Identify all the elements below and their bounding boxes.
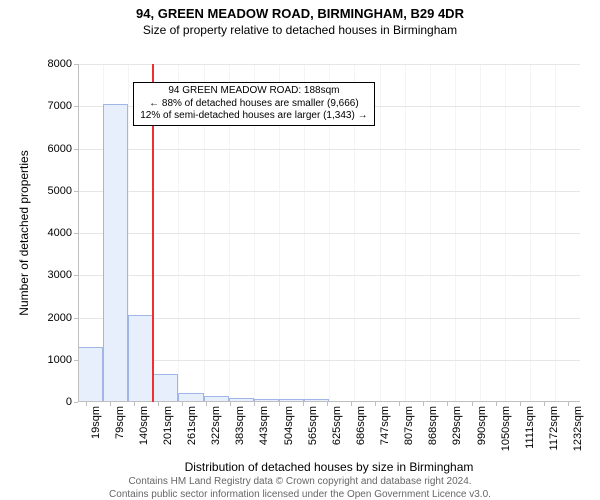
annotation-line: ← 88% of detached houses are smaller (9,… <box>140 98 367 111</box>
x-tick-label: 261sqm <box>186 406 198 445</box>
x-tick-label: 1050sqm <box>500 406 512 451</box>
x-tick-label: 747sqm <box>379 406 391 445</box>
histogram-bar <box>103 104 128 402</box>
annotation-box: 94 GREEN MEADOW ROAD: 188sqm← 88% of det… <box>133 82 374 126</box>
annotation-line: 94 GREEN MEADOW ROAD: 188sqm <box>140 85 367 98</box>
x-tick-label: 79sqm <box>114 406 126 439</box>
x-tick <box>520 402 521 406</box>
y-tick-label: 3000 <box>48 269 78 281</box>
x-tick-label: 322sqm <box>210 406 222 445</box>
x-tick <box>544 402 545 406</box>
x-tick-label: 1232sqm <box>572 406 584 451</box>
x-tick <box>158 402 159 406</box>
y-tick-label: 6000 <box>48 143 78 155</box>
y-tick-label: 4000 <box>48 227 78 239</box>
x-tick <box>303 402 304 406</box>
x-tick <box>472 402 473 406</box>
x-tick-label: 565sqm <box>307 406 319 445</box>
x-tick <box>423 402 424 406</box>
chart-title: 94, GREEN MEADOW ROAD, BIRMINGHAM, B29 4… <box>0 6 600 21</box>
chart-subtitle: Size of property relative to detached ho… <box>0 23 600 37</box>
annotation-line: 12% of semi-detached houses are larger (… <box>140 110 367 123</box>
x-tick <box>375 402 376 406</box>
x-tick-label: 625sqm <box>331 406 343 445</box>
attribution: Contains HM Land Registry data © Crown c… <box>0 476 600 500</box>
histogram-bar <box>153 374 178 402</box>
x-tick <box>327 402 328 406</box>
x-tick-label: 443sqm <box>258 406 270 445</box>
x-tick <box>254 402 255 406</box>
chart-container: { "title": "94, GREEN MEADOW ROAD, BIRMI… <box>0 6 600 500</box>
x-tick-label: 504sqm <box>283 406 295 445</box>
x-tick-label: 868sqm <box>427 406 439 445</box>
x-tick-label: 929sqm <box>451 406 463 445</box>
x-tick-label: 1111sqm <box>524 406 536 449</box>
x-tick <box>447 402 448 406</box>
y-tick-label: 0 <box>66 396 78 408</box>
y-tick-label: 2000 <box>48 312 78 324</box>
x-tick-label: 1172sqm <box>548 406 560 450</box>
x-tick <box>110 402 111 406</box>
x-tick-label: 807sqm <box>403 406 415 445</box>
x-tick-label: 383sqm <box>234 406 246 445</box>
histogram-bar <box>78 347 103 402</box>
x-tick-label: 686sqm <box>355 406 367 445</box>
y-axis-line <box>78 64 79 402</box>
y-tick-label: 7000 <box>48 100 78 112</box>
attribution-line-1: Contains HM Land Registry data © Crown c… <box>0 476 600 489</box>
x-tick <box>568 402 569 406</box>
plot-area: 94 GREEN MEADOW ROAD: 188sqm← 88% of det… <box>78 64 580 402</box>
x-tick-label: 140sqm <box>138 406 150 445</box>
y-axis-label: Number of detached properties <box>17 150 31 315</box>
x-tick <box>86 402 87 406</box>
x-tick-label: 990sqm <box>476 406 488 445</box>
attribution-line-2: Contains public sector information licen… <box>0 489 600 500</box>
y-tick-label: 1000 <box>48 354 78 366</box>
x-tick <box>496 402 497 406</box>
y-tick-label: 5000 <box>48 185 78 197</box>
histogram-bar <box>128 315 153 402</box>
x-tick-label: 19sqm <box>90 406 102 439</box>
x-tick <box>399 402 400 406</box>
x-tick <box>182 402 183 406</box>
x-tick <box>230 402 231 406</box>
x-tick <box>351 402 352 406</box>
x-axis-label: Distribution of detached houses by size … <box>185 460 474 474</box>
x-tick <box>279 402 280 406</box>
x-tick-label: 201sqm <box>162 406 174 445</box>
y-tick-label: 8000 <box>48 58 78 70</box>
x-tick <box>206 402 207 406</box>
x-tick <box>134 402 135 406</box>
